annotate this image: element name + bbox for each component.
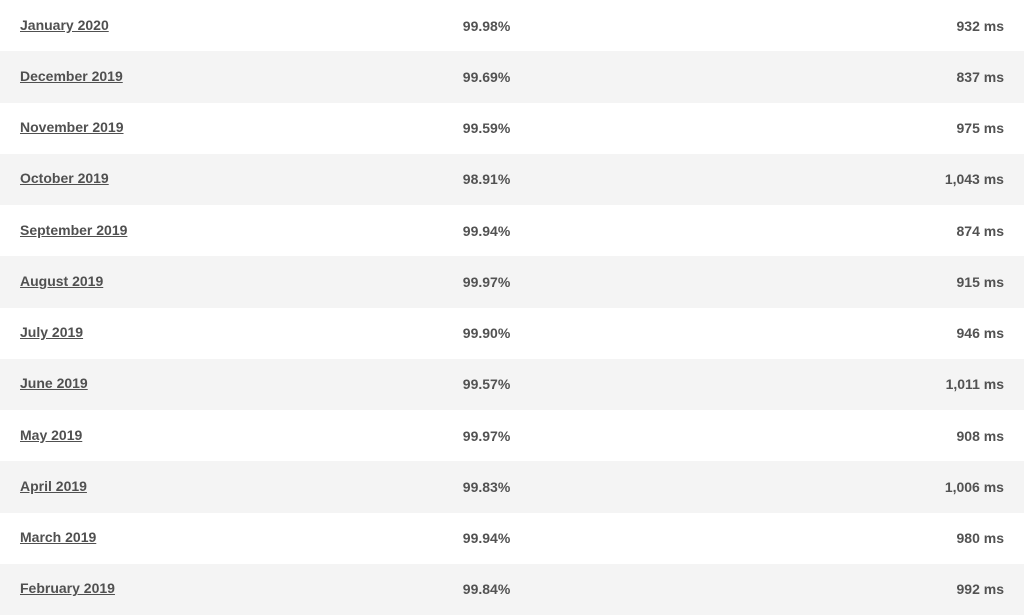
month-cell: May 2019 [20, 427, 463, 445]
percent-cell: 99.69% [463, 69, 709, 85]
table-row: September 2019 99.94% 874 ms [0, 205, 1024, 256]
table-row: December 2019 99.69% 837 ms [0, 51, 1024, 102]
month-link[interactable]: May 2019 [20, 427, 82, 443]
percent-cell: 99.98% [463, 18, 709, 34]
table-row: August 2019 99.97% 915 ms [0, 256, 1024, 307]
month-cell: March 2019 [20, 529, 463, 547]
month-link[interactable]: June 2019 [20, 375, 88, 391]
table-row: November 2019 99.59% 975 ms [0, 103, 1024, 154]
month-cell: July 2019 [20, 324, 463, 342]
percent-cell: 99.83% [463, 479, 709, 495]
month-link[interactable]: July 2019 [20, 324, 83, 340]
month-cell: January 2020 [20, 17, 463, 35]
table-row: October 2019 98.91% 1,043 ms [0, 154, 1024, 205]
table-row: January 2020 99.98% 932 ms [0, 0, 1024, 51]
month-link[interactable]: January 2020 [20, 17, 109, 33]
time-cell: 1,006 ms [709, 479, 1004, 495]
time-cell: 980 ms [709, 530, 1004, 546]
time-cell: 908 ms [709, 428, 1004, 444]
time-cell: 837 ms [709, 69, 1004, 85]
table-row: March 2019 99.94% 980 ms [0, 513, 1024, 564]
percent-cell: 99.84% [463, 581, 709, 597]
percent-cell: 98.91% [463, 171, 709, 187]
month-cell: September 2019 [20, 222, 463, 240]
time-cell: 874 ms [709, 223, 1004, 239]
percent-cell: 99.97% [463, 274, 709, 290]
month-cell: February 2019 [20, 580, 463, 598]
month-cell: August 2019 [20, 273, 463, 291]
time-cell: 915 ms [709, 274, 1004, 290]
percent-cell: 99.94% [463, 223, 709, 239]
percent-cell: 99.59% [463, 120, 709, 136]
time-cell: 975 ms [709, 120, 1004, 136]
time-cell: 946 ms [709, 325, 1004, 341]
month-cell: November 2019 [20, 119, 463, 137]
table-row: April 2019 99.83% 1,006 ms [0, 461, 1024, 512]
time-cell: 932 ms [709, 18, 1004, 34]
time-cell: 1,011 ms [709, 376, 1004, 392]
percent-cell: 99.57% [463, 376, 709, 392]
month-cell: December 2019 [20, 68, 463, 86]
table-row: May 2019 99.97% 908 ms [0, 410, 1024, 461]
percent-cell: 99.97% [463, 428, 709, 444]
month-link[interactable]: April 2019 [20, 478, 87, 494]
month-cell: April 2019 [20, 478, 463, 496]
percent-cell: 99.90% [463, 325, 709, 341]
time-cell: 992 ms [709, 581, 1004, 597]
time-cell: 1,043 ms [709, 171, 1004, 187]
month-link[interactable]: September 2019 [20, 222, 127, 238]
month-link[interactable]: August 2019 [20, 273, 103, 289]
month-cell: October 2019 [20, 170, 463, 188]
month-link[interactable]: March 2019 [20, 529, 96, 545]
month-link[interactable]: February 2019 [20, 580, 115, 596]
month-link[interactable]: November 2019 [20, 119, 124, 135]
uptime-table: January 2020 99.98% 932 ms December 2019… [0, 0, 1024, 615]
table-row: June 2019 99.57% 1,011 ms [0, 359, 1024, 410]
percent-cell: 99.94% [463, 530, 709, 546]
month-link[interactable]: December 2019 [20, 68, 123, 84]
table-row: July 2019 99.90% 946 ms [0, 308, 1024, 359]
month-link[interactable]: October 2019 [20, 170, 109, 186]
table-row: February 2019 99.84% 992 ms [0, 564, 1024, 615]
month-cell: June 2019 [20, 375, 463, 393]
